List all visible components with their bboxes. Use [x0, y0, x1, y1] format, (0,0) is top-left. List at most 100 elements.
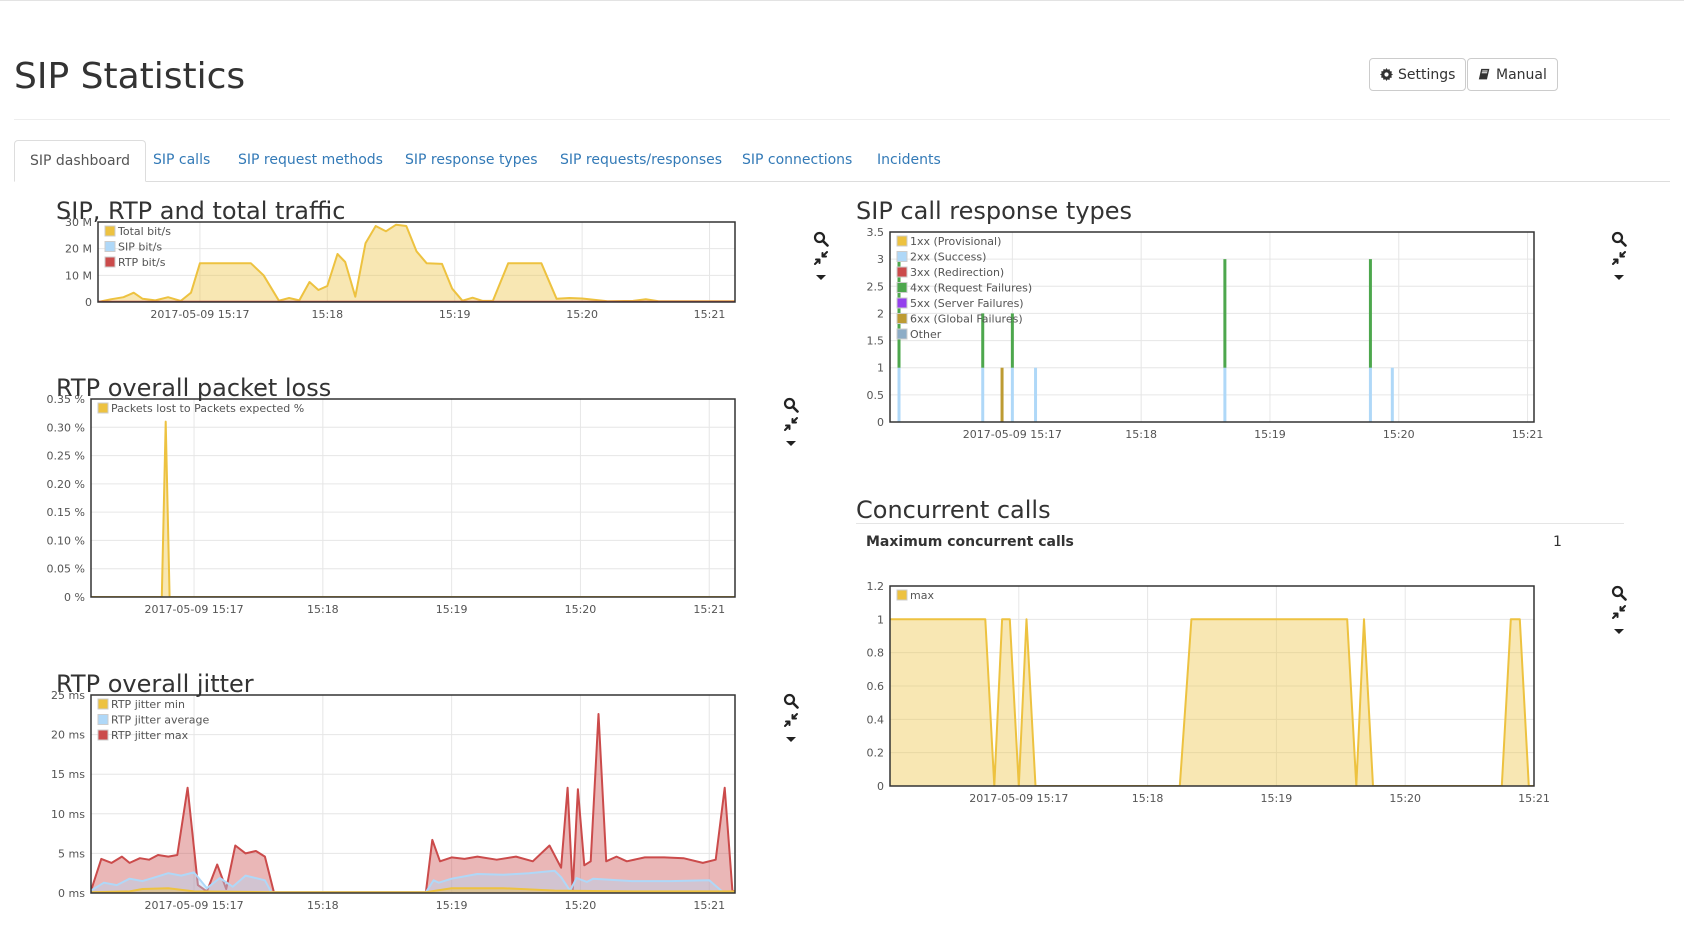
legend-label: RTP jitter min — [111, 698, 185, 711]
manual-button[interactable]: Manual — [1467, 58, 1558, 91]
y-tick-label: 0.6 — [867, 680, 885, 693]
legend-label: Total bit/s — [117, 225, 171, 238]
x-tick-label: 15:20 — [1383, 428, 1415, 441]
tab-sip-dashboard[interactable]: SIP dashboard — [14, 140, 146, 182]
y-tick-label: 15 ms — [51, 768, 85, 781]
compress-icon[interactable] — [783, 712, 799, 728]
y-tick-label: 2.5 — [867, 280, 885, 293]
legend-label: 6xx (Global Failures) — [910, 313, 1023, 326]
tab-sip-request-methods[interactable]: SIP request methods — [238, 152, 383, 168]
y-tick-label: 0 — [877, 416, 884, 429]
caret-down-icon[interactable] — [813, 269, 829, 285]
y-tick-label: 0.10 % — [47, 534, 85, 547]
x-tick-label: 15:20 — [565, 899, 597, 912]
x-tick-label: 15:21 — [693, 899, 725, 912]
compress-icon[interactable] — [1611, 250, 1627, 266]
legend-swatch — [97, 714, 109, 725]
bar-segment — [1535, 368, 1538, 422]
series-area — [91, 421, 735, 597]
legend-swatch — [104, 225, 116, 237]
caret-down-icon[interactable] — [1611, 623, 1627, 639]
header-divider — [14, 119, 1670, 120]
compress-icon[interactable] — [783, 416, 799, 432]
legend-swatch — [896, 328, 908, 340]
concurrent-calls-title: Concurrent calls — [856, 495, 1051, 524]
y-tick-label: 1.2 — [867, 580, 885, 593]
x-tick-label: 15:19 — [436, 899, 468, 912]
book-icon — [1478, 68, 1490, 80]
plot-border — [889, 585, 1535, 787]
legend-swatch — [97, 729, 109, 741]
manual-label: Manual — [1496, 66, 1547, 83]
y-tick-label: 3.5 — [867, 226, 885, 239]
x-tick-label: 15:19 — [436, 603, 468, 616]
bar-segment — [1000, 367, 1004, 422]
response-types-chart: 0 0.5 1 1.5 2 2.5 3 3.5 2017-05-09 15:17 15:18 15:… — [867, 226, 1544, 441]
y-tick-label: 0.2 — [867, 747, 885, 760]
settings-button[interactable]: Settings — [1369, 58, 1467, 91]
zoom-icon[interactable] — [783, 693, 799, 709]
bar-segment — [1368, 259, 1372, 368]
y-tick-label: 0 — [877, 780, 884, 793]
plot-border — [90, 694, 736, 894]
gear-icon — [1380, 68, 1393, 81]
zoom-icon[interactable] — [1611, 585, 1627, 601]
legend-swatch — [104, 241, 116, 252]
concurrent-calls-chart-tools — [1611, 585, 1629, 642]
zoom-icon[interactable] — [813, 231, 829, 247]
series-area — [91, 870, 735, 893]
y-tick-label: 0.35 % — [47, 393, 85, 406]
tab-sip-connections[interactable]: SIP connections — [742, 152, 853, 168]
y-tick-label: 5 ms — [58, 847, 85, 860]
tab-sip-response-types[interactable]: SIP response types — [405, 152, 538, 168]
compress-icon[interactable] — [1611, 604, 1627, 620]
legend-label: Packets lost to Packets expected % — [111, 402, 304, 415]
jitter-chart-title: RTP overall jitter — [56, 669, 254, 698]
concurrent-divider — [856, 523, 1624, 524]
x-tick-label: 15:18 — [1125, 428, 1157, 441]
traffic-chart: 0 10 M 20 M 30 M 2017-05-09 15:17 15:18 15:19 1… — [65, 216, 736, 321]
y-tick-label: 25 ms — [51, 689, 85, 702]
bar-segment — [981, 367, 985, 422]
x-tick-label: 15:18 — [307, 603, 339, 616]
y-tick-label: 20 M — [65, 243, 92, 256]
legend-swatch — [104, 256, 116, 268]
zoom-icon[interactable] — [783, 397, 799, 413]
legend-label: max — [910, 589, 934, 602]
legend-label: 5xx (Server Failures) — [910, 297, 1024, 310]
y-tick-label: 0 ms — [58, 887, 85, 900]
legend-swatch — [896, 266, 908, 278]
zoom-icon[interactable] — [1611, 231, 1627, 247]
x-tick-label: 15:21 — [694, 308, 726, 321]
caret-down-icon[interactable] — [783, 731, 799, 747]
y-tick-label: 1 — [877, 613, 884, 626]
max-concurrent-label: Maximum concurrent calls — [866, 534, 1074, 550]
page-title: SIP Statistics — [14, 56, 246, 97]
y-tick-label: 0.4 — [867, 713, 885, 726]
bar-segment — [1034, 367, 1038, 422]
legend-label: Other — [910, 328, 942, 341]
response-types-chart-title: SIP call response types — [856, 196, 1133, 225]
y-tick-label: 0.05 % — [47, 563, 85, 576]
packet-loss-chart: 0 % 0.05 % 0.10 % 0.15 % 0.20 % 0.25 % 0.30 % 0… — [47, 393, 736, 616]
jitter-chart-tools — [783, 693, 801, 750]
plot-area — [890, 618, 1534, 786]
tab-sip-requests-responses[interactable]: SIP requests/responses — [560, 152, 723, 168]
legend-swatch — [896, 282, 908, 293]
y-tick-label: 20 ms — [51, 729, 85, 742]
x-tick-label: 15:20 — [565, 603, 597, 616]
legend-label: 3xx (Redirection) — [910, 266, 1004, 279]
x-tick-label: 15:18 — [311, 308, 343, 321]
jitter-chart: 0 ms 5 ms 10 ms 15 ms 20 ms 25 ms 2017-05-09 1… — [51, 689, 736, 912]
caret-down-icon[interactable] — [783, 435, 799, 451]
settings-label: Settings — [1398, 66, 1456, 83]
tab-incidents[interactable]: Incidents — [877, 152, 941, 168]
legend-label: RTP jitter max — [111, 729, 189, 742]
bar-segment — [897, 367, 901, 422]
plot-border — [97, 221, 736, 303]
x-tick-label: 15:19 — [439, 308, 471, 321]
legend-swatch — [896, 235, 908, 247]
compress-icon[interactable] — [813, 250, 829, 266]
tab-sip-calls[interactable]: SIP calls — [153, 152, 211, 168]
caret-down-icon[interactable] — [1611, 269, 1627, 285]
